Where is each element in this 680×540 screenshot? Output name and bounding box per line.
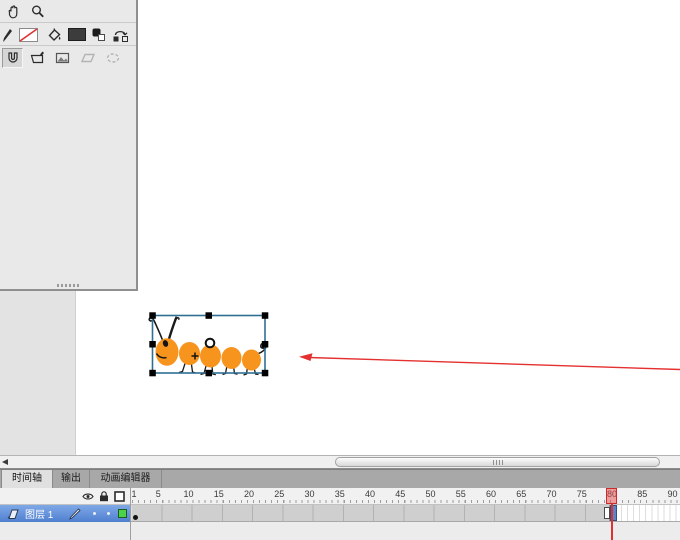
frame-number-label: 15 <box>213 489 224 499</box>
frame-number-label: 75 <box>576 489 587 499</box>
timeline-header-row: 151015202530354045505560657075808590 <box>0 488 680 505</box>
canvas-overlay <box>148 312 680 377</box>
keyframe-dot[interactable] <box>132 515 138 520</box>
swap-colors-icon <box>113 30 128 42</box>
frame-number-label: 1 <box>131 489 137 499</box>
pasteboard-area[interactable] <box>0 291 76 455</box>
eye-icon[interactable] <box>82 492 94 501</box>
timeline-empty-area <box>0 522 680 540</box>
frame-number-label: 30 <box>304 489 315 499</box>
tab-output[interactable]: 输出 <box>53 470 90 488</box>
tools-panel <box>0 0 138 291</box>
selected-frame[interactable] <box>609 505 617 521</box>
selection-box[interactable] <box>149 312 269 377</box>
layer-lock-dot[interactable] <box>107 512 110 515</box>
annotation-arrow <box>299 353 680 371</box>
disabled-option-button-2 <box>102 48 123 68</box>
lock-icon[interactable] <box>99 490 109 502</box>
frame-number-label: 35 <box>334 489 345 499</box>
frame-number-label: 5 <box>155 489 161 499</box>
scrollbar-grip-icon <box>492 460 503 465</box>
scrollbar-thumb[interactable] <box>335 457 660 467</box>
playhead-marker[interactable] <box>606 488 618 504</box>
fill-color-swatch[interactable] <box>68 28 86 41</box>
layer-controls-header <box>0 488 131 504</box>
tools-row-view <box>0 0 136 23</box>
playhead-line[interactable] <box>610 504 613 540</box>
frame-number-label: 45 <box>395 489 406 499</box>
frames-grid[interactable] <box>131 505 680 522</box>
frame-number-label: 70 <box>546 489 557 499</box>
frame-number-label: 55 <box>455 489 466 499</box>
timeline-panel: 时间轴 输出 动画编辑器 1 5 10 15 20 25 30 35 40 45 50 55 60 65 <box>0 455 680 540</box>
layer-outline-color-swatch[interactable] <box>118 509 127 518</box>
frame-number-label: 25 <box>274 489 285 499</box>
layer-page-icon <box>7 509 19 519</box>
frame-number-label: 10 <box>183 489 194 499</box>
scroll-left-arrow-icon[interactable] <box>2 459 8 465</box>
panel-resize-grip[interactable] <box>57 284 81 287</box>
timeline-tab-bar: 时间轴 输出 动画编辑器 <box>0 469 680 488</box>
swap-colors-button[interactable] <box>111 25 130 45</box>
frame-ticks <box>132 500 680 503</box>
timeline-divider <box>130 488 131 540</box>
disabled-ellipse-icon <box>106 52 119 63</box>
black-white-button[interactable] <box>90 25 107 45</box>
black-white-swatch-icon <box>92 28 105 41</box>
transformation-point[interactable] <box>204 337 216 349</box>
frame-number-label: 65 <box>516 489 527 499</box>
edit-object-icon <box>30 51 44 64</box>
active-layer-pencil-icon <box>69 507 81 520</box>
layer-name-label: 图层 1 <box>25 510 54 521</box>
edit-object-button[interactable] <box>27 48 48 68</box>
fill-bucket-button[interactable] <box>43 25 64 45</box>
stroke-color-swatch[interactable] <box>18 25 39 45</box>
no-color-swatch <box>19 27 38 42</box>
image-icon <box>55 52 69 63</box>
stroke-pencil-icon <box>3 28 12 42</box>
zoom-tool-button[interactable] <box>27 2 48 22</box>
snap-magnet-icon <box>7 51 18 63</box>
layer-row[interactable]: 图层 1 <box>0 505 680 522</box>
end-frame-marker[interactable] <box>603 507 610 519</box>
registration-point <box>191 352 199 360</box>
tools-row-options <box>0 46 136 68</box>
disabled-option-button-1 <box>77 48 98 68</box>
frame-number-label: 85 <box>637 489 648 499</box>
tab-motion-editor[interactable]: 动画编辑器 <box>90 470 162 488</box>
hand-tool-button[interactable] <box>2 2 23 22</box>
outline-box-icon[interactable] <box>114 490 125 502</box>
frame-span[interactable] <box>132 505 610 521</box>
tab-timeline[interactable]: 时间轴 <box>1 470 53 488</box>
zoom-tool-icon <box>31 5 44 17</box>
frame-number-label: 20 <box>243 489 254 499</box>
frame-number-label: 60 <box>485 489 496 499</box>
fill-bucket-icon <box>48 27 61 41</box>
disabled-shape-icon <box>80 53 95 63</box>
snap-to-objects-button[interactable] <box>2 47 23 68</box>
frame-number-label: 40 <box>364 489 375 499</box>
layer-visibility-dot[interactable] <box>93 512 96 515</box>
selection-handles[interactable] <box>149 312 269 377</box>
layer-name-cell[interactable]: 图层 1 <box>0 505 131 522</box>
hand-tool-icon <box>8 4 17 18</box>
tools-row-colors <box>0 23 136 46</box>
frame-number-label: 50 <box>425 489 436 499</box>
image-options-button[interactable] <box>52 48 73 68</box>
frame-ruler[interactable]: 151015202530354045505560657075808590 <box>131 488 680 504</box>
frame-number-label: 90 <box>667 489 678 499</box>
horizontal-scrollbar[interactable] <box>0 456 680 469</box>
